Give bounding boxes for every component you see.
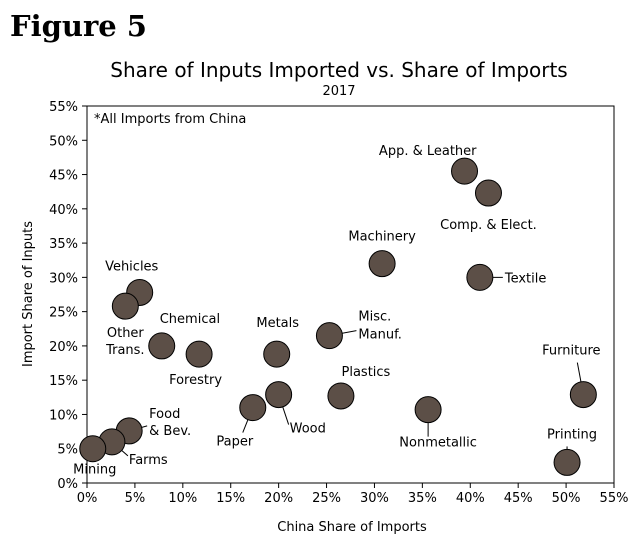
point-label-plastics: Plastics bbox=[342, 365, 391, 380]
x-tick-label: 50% bbox=[552, 491, 581, 506]
x-tick-label: 5% bbox=[125, 491, 146, 506]
point-label-forestry: Forestry bbox=[169, 373, 222, 388]
x-tick-label: 25% bbox=[312, 491, 341, 506]
point-label-machinery: Machinery bbox=[348, 230, 416, 245]
x-axis-label: China Share of Imports bbox=[277, 520, 427, 535]
chart-subtitle: 2017 bbox=[322, 84, 355, 99]
chart-title: Share of Inputs Imported vs. Share of Im… bbox=[110, 58, 567, 82]
y-tick-label: 55% bbox=[49, 100, 78, 115]
y-tick-label: 10% bbox=[49, 408, 78, 423]
x-tick-label: 40% bbox=[456, 491, 485, 506]
y-tick-label: 50% bbox=[49, 134, 78, 149]
point-label-vehicles: Vehicles bbox=[105, 259, 158, 274]
x-tick-label: 20% bbox=[264, 491, 293, 506]
point-label-app-leather: App. & Leather bbox=[379, 144, 477, 159]
data-point-forestry bbox=[185, 340, 213, 368]
data-point-chemical bbox=[148, 332, 176, 360]
data-point-comp-elect bbox=[474, 179, 502, 207]
x-tick-label: 35% bbox=[408, 491, 437, 506]
x-tick-label: 0% bbox=[77, 491, 98, 506]
x-axis: 0% 5% 10% 15% 20% 25% 30% 35% 40% 45% 50% 55% bbox=[77, 483, 629, 506]
y-tick-label: 40% bbox=[49, 203, 78, 218]
point-label-misc-manuf: Misc. Manuf. bbox=[358, 310, 401, 343]
figure-label: Figure 5 bbox=[10, 9, 147, 43]
point-labels: App. & Leather Comp. & Elect. Machinery Tex… bbox=[73, 144, 600, 478]
y-tick-label: 25% bbox=[49, 306, 78, 321]
data-point-app-leather bbox=[451, 157, 479, 185]
point-label-metals: Metals bbox=[256, 316, 299, 331]
x-tick-label: 30% bbox=[360, 491, 389, 506]
point-label-food-bev: Food & Bev. bbox=[149, 407, 191, 439]
data-point-misc-manuf bbox=[315, 322, 343, 350]
data-point-machinery bbox=[368, 250, 396, 278]
x-tick-label: 15% bbox=[216, 491, 245, 506]
point-label-comp-elect: Comp. & Elect. bbox=[440, 218, 537, 233]
x-tick-label: 10% bbox=[168, 491, 197, 506]
y-tick-label: 35% bbox=[49, 237, 78, 252]
data-point-nonmetallic bbox=[414, 396, 442, 424]
point-label-other-trans: Other Trans. bbox=[105, 326, 145, 358]
y-tick-label: 20% bbox=[49, 340, 78, 355]
y-tick-label: 30% bbox=[49, 271, 78, 286]
chart-annotation: *All Imports from China bbox=[94, 112, 246, 127]
point-label-mining: Mining bbox=[73, 463, 116, 478]
y-tick-label: 45% bbox=[49, 169, 78, 184]
plot-area-frame bbox=[86, 105, 615, 484]
data-point-plastics bbox=[327, 382, 355, 410]
x-tick-label: 45% bbox=[504, 491, 533, 506]
point-label-furniture: Furniture bbox=[542, 344, 600, 359]
data-point-printing bbox=[553, 448, 581, 476]
y-tick-label: 5% bbox=[57, 443, 78, 458]
y-tick-label: 0% bbox=[57, 477, 78, 492]
point-label-paper: Paper bbox=[216, 435, 253, 450]
data-point-wood bbox=[265, 381, 293, 409]
data-points bbox=[79, 157, 597, 476]
point-label-printing: Printing bbox=[547, 427, 597, 442]
x-tick-label: 55% bbox=[600, 491, 629, 506]
point-label-farms: Farms bbox=[129, 453, 168, 468]
data-point-other-trans bbox=[111, 292, 139, 320]
y-tick-label: 15% bbox=[49, 374, 78, 389]
point-label-chemical: Chemical bbox=[160, 312, 220, 327]
point-label-textile: Textile bbox=[504, 271, 547, 286]
point-label-wood: Wood bbox=[290, 422, 326, 437]
data-point-metals bbox=[263, 340, 291, 368]
y-axis-label: Import Share of Inputs bbox=[21, 221, 36, 367]
data-point-mining bbox=[79, 435, 107, 463]
data-point-textile bbox=[466, 263, 494, 291]
y-axis: 0% 5% 10% 15% 20% 25% 30% 35% 40% 45% 50% 55% bbox=[49, 100, 87, 492]
data-point-paper bbox=[239, 394, 267, 422]
data-point-furniture bbox=[569, 381, 597, 409]
point-label-nonmetallic: Nonmetallic bbox=[399, 436, 477, 451]
